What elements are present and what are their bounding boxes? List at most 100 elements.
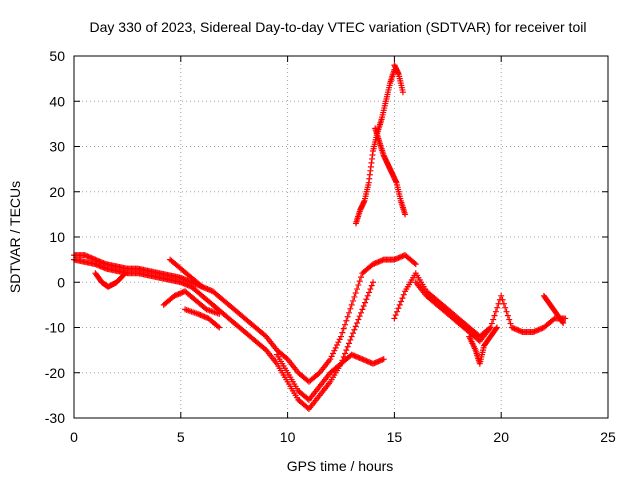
data-point bbox=[355, 316, 362, 323]
series-track-branch-b bbox=[160, 288, 223, 317]
data-point bbox=[503, 308, 510, 315]
data-point bbox=[122, 270, 129, 277]
data-point bbox=[214, 323, 221, 330]
grid-lines bbox=[74, 56, 608, 418]
data-point bbox=[507, 320, 514, 327]
data-point bbox=[502, 304, 509, 311]
series-track-branch-a bbox=[92, 270, 129, 290]
data-point bbox=[351, 326, 358, 333]
y-axis-label: SDTVAR / TECUs bbox=[7, 181, 23, 293]
data-point bbox=[392, 312, 399, 319]
y-tick-label: -10 bbox=[45, 320, 65, 336]
data-point bbox=[351, 293, 358, 300]
data-point bbox=[332, 344, 339, 351]
data-point bbox=[343, 347, 350, 354]
y-tick-label: 0 bbox=[57, 274, 65, 290]
x-axis-label: GPS time / hours bbox=[287, 458, 394, 474]
data-point bbox=[346, 309, 353, 316]
data-point bbox=[331, 347, 338, 354]
data-point bbox=[368, 282, 375, 289]
data-point bbox=[354, 319, 361, 326]
data-point bbox=[343, 317, 350, 324]
data-point bbox=[399, 295, 406, 302]
data-point bbox=[506, 316, 513, 323]
data-point bbox=[364, 292, 371, 299]
data-point bbox=[346, 340, 353, 347]
data-point bbox=[261, 332, 268, 339]
data-point bbox=[342, 321, 349, 328]
data-point bbox=[395, 305, 402, 312]
data-point bbox=[391, 315, 398, 322]
data-point bbox=[352, 289, 359, 296]
data-point bbox=[493, 324, 500, 331]
data-point bbox=[402, 211, 409, 218]
data-point bbox=[340, 325, 347, 332]
data-point bbox=[492, 308, 499, 315]
data-point bbox=[328, 353, 335, 360]
data-point bbox=[261, 345, 268, 352]
data-point bbox=[327, 356, 334, 363]
series-track-main-lower bbox=[71, 256, 377, 412]
chart-title: Day 330 of 2023, Sidereal Day-to-day VTE… bbox=[90, 19, 587, 35]
data-point bbox=[356, 278, 363, 285]
data-point bbox=[500, 300, 507, 307]
series-track-post-hump bbox=[391, 270, 494, 340]
series-track-peak-fall bbox=[391, 62, 406, 96]
data-point bbox=[394, 308, 401, 315]
data-point bbox=[399, 89, 406, 96]
data-point bbox=[504, 312, 511, 319]
data-point bbox=[355, 282, 362, 289]
y-tick-label: 20 bbox=[49, 184, 65, 200]
x-tick-label: 15 bbox=[387, 429, 403, 445]
data-point bbox=[495, 300, 502, 307]
data-point bbox=[348, 333, 355, 340]
data-point bbox=[490, 316, 497, 323]
series-track-branch-d bbox=[167, 256, 206, 290]
axis-ticks: 0 5 10 15 20 25 -30 -20 -10 0 10 20 30 40 50 bbox=[45, 48, 616, 445]
x-tick-label: 20 bbox=[493, 429, 509, 445]
data-point bbox=[499, 296, 506, 303]
data-point bbox=[335, 339, 342, 346]
data-point bbox=[380, 356, 387, 363]
data-point bbox=[363, 296, 370, 303]
data-point bbox=[197, 282, 204, 289]
data-point bbox=[199, 283, 206, 290]
data-point bbox=[336, 336, 343, 343]
data-point bbox=[412, 261, 419, 268]
data-point bbox=[398, 298, 405, 305]
data-point bbox=[562, 315, 569, 322]
data-point bbox=[411, 260, 418, 267]
data-point bbox=[216, 324, 223, 331]
data-point bbox=[121, 271, 128, 278]
data-point bbox=[550, 316, 557, 323]
data-point bbox=[356, 313, 363, 320]
data-point bbox=[400, 291, 407, 298]
x-tick-label: 25 bbox=[600, 429, 616, 445]
data-point bbox=[350, 297, 357, 304]
data-point bbox=[354, 286, 361, 293]
y-tick-label: 30 bbox=[49, 139, 65, 155]
x-tick-label: 10 bbox=[280, 429, 296, 445]
data-point bbox=[487, 324, 494, 331]
data-point bbox=[491, 312, 498, 319]
series-track-main-upper bbox=[71, 252, 419, 385]
data-point bbox=[350, 330, 357, 337]
data-point bbox=[333, 342, 340, 349]
data-point bbox=[344, 343, 351, 350]
data-point bbox=[494, 304, 501, 311]
data-point bbox=[347, 336, 354, 343]
plot-area bbox=[71, 62, 569, 412]
data-point bbox=[216, 310, 223, 317]
series-track-late-spike bbox=[540, 292, 567, 326]
series-track-branch-c bbox=[182, 306, 223, 331]
data-point bbox=[329, 350, 336, 357]
x-tick-label: 5 bbox=[177, 429, 185, 445]
data-point bbox=[498, 292, 505, 299]
data-point bbox=[396, 301, 403, 308]
data-point bbox=[348, 301, 355, 308]
data-point bbox=[367, 286, 374, 293]
data-point bbox=[283, 355, 290, 362]
data-point bbox=[366, 289, 373, 296]
y-tick-label: 10 bbox=[49, 229, 65, 245]
